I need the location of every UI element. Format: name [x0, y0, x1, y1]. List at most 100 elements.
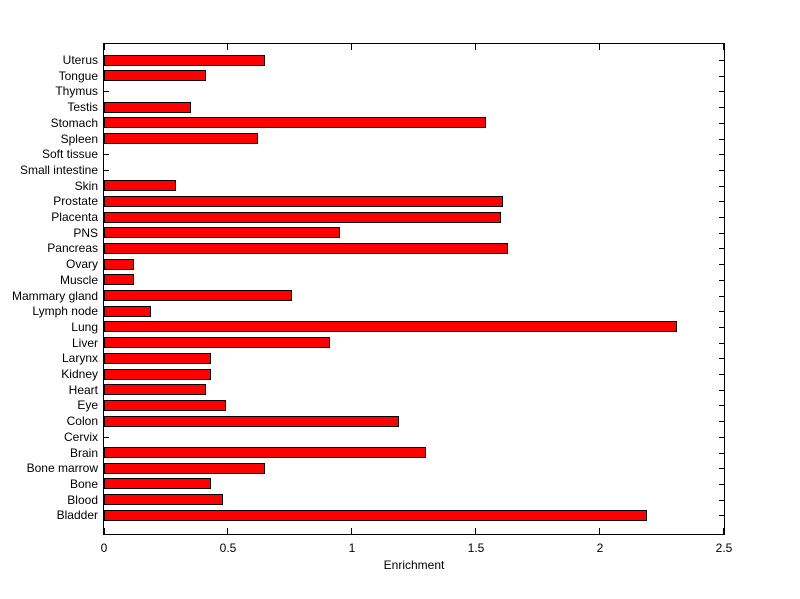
- y-tick-right: [719, 233, 724, 234]
- y-tick-label-pns: PNS: [73, 225, 98, 240]
- bar-prostate: [104, 195, 504, 207]
- y-tick-label-kidney: Kidney: [61, 367, 98, 381]
- x-tick-bottom: [227, 528, 228, 534]
- bar-testis: [104, 101, 191, 113]
- bar-blood: [104, 494, 224, 506]
- bar-tongue: [104, 70, 206, 82]
- y-tick-right: [719, 421, 724, 422]
- y-tick-right: [719, 468, 724, 469]
- bar-eye: [104, 399, 226, 411]
- y-tick-right: [719, 390, 724, 391]
- bar-lung: [104, 321, 677, 333]
- bar-kidney: [104, 368, 211, 380]
- y-tick-right: [719, 264, 724, 265]
- y-tick-right: [719, 453, 724, 454]
- bar-heart: [104, 384, 206, 396]
- y-tick-label-lung: Lung: [71, 319, 98, 334]
- bar-bone: [104, 478, 211, 490]
- y-tick-label-brain: Brain: [69, 445, 98, 460]
- y-tick-right: [719, 217, 724, 218]
- y-tick-right: [719, 170, 724, 171]
- y-tick-left: [104, 437, 109, 438]
- y-tick-right: [719, 327, 724, 328]
- x-tick-label-2.5: 2.5: [715, 541, 733, 555]
- bar-colon: [104, 415, 400, 427]
- bar-pns: [104, 227, 340, 239]
- y-tick-label-soft-tissue: Soft tissue: [41, 147, 98, 162]
- y-tick-right: [719, 91, 724, 92]
- x-tick-top: [104, 44, 105, 50]
- y-tick-label-pancreas: Pancreas: [47, 241, 98, 256]
- x-tick-label-0: 0: [100, 541, 108, 555]
- x-tick-top: [227, 44, 228, 50]
- bar-mammary-gland: [104, 290, 293, 301]
- bar-muscle: [104, 274, 134, 286]
- bar-brain: [104, 447, 427, 458]
- y-tick-label-prostate: Prostate: [53, 194, 98, 209]
- bar-stomach: [104, 117, 486, 129]
- y-tick-right: [719, 484, 724, 485]
- bar-lymph-node: [104, 305, 152, 317]
- x-tick-top: [351, 44, 352, 50]
- y-tick-right: [719, 107, 724, 108]
- x-tick-bottom: [351, 528, 352, 534]
- y-tick-right: [719, 248, 724, 249]
- bar-placenta: [104, 211, 501, 223]
- y-tick-label-heart: Heart: [68, 382, 98, 397]
- y-tick-label-spleen: Spleen: [60, 131, 98, 146]
- y-tick-label-larynx: Larynx: [61, 351, 98, 366]
- bar-pancreas: [104, 242, 509, 254]
- y-tick-label-muscle: Muscle: [59, 272, 98, 287]
- x-tick-bottom: [475, 528, 476, 534]
- y-tick-label-testis: Testis: [67, 100, 98, 115]
- y-tick-left: [104, 170, 109, 171]
- y-tick-right: [719, 280, 724, 281]
- bar-skin: [104, 180, 176, 192]
- y-tick-left: [104, 91, 109, 92]
- y-tick-right: [719, 296, 724, 297]
- y-tick-label-skin: Skin: [74, 178, 98, 193]
- y-tick-right: [719, 343, 724, 344]
- plot-area: [103, 43, 725, 535]
- y-tick-right: [719, 139, 724, 140]
- y-tick-right: [719, 358, 724, 359]
- y-tick-label-colon: Colon: [66, 414, 98, 429]
- y-tick-label-eye: Eye: [77, 398, 98, 413]
- y-tick-right: [719, 123, 724, 124]
- x-tick-top: [599, 44, 600, 50]
- y-tick-label-ovary: Ovary: [65, 257, 98, 272]
- y-tick-label-liver: Liver: [71, 335, 98, 350]
- x-tick-bottom: [599, 528, 600, 534]
- y-tick-label-tongue: Tongue: [58, 68, 98, 83]
- y-tick-label-mammary-gland: Mammary gland: [11, 288, 98, 303]
- y-tick-right: [719, 437, 724, 438]
- y-tick-right: [719, 186, 724, 187]
- y-tick-right: [719, 201, 724, 202]
- x-tick-bottom: [104, 528, 105, 534]
- y-tick-right: [719, 311, 724, 312]
- y-tick-label-bone-marrow: Bone marrow: [26, 461, 98, 476]
- y-tick-right: [719, 500, 724, 501]
- x-tick-label-1: 1: [348, 541, 356, 555]
- y-tick-label-stomach: Stomach: [50, 115, 98, 130]
- y-tick-right: [719, 60, 724, 61]
- bar-bladder: [104, 509, 648, 521]
- y-tick-right: [719, 154, 724, 155]
- x-tick-top: [475, 44, 476, 50]
- y-tick-label-cervix: Cervix: [63, 429, 98, 444]
- y-tick-left: [104, 154, 109, 155]
- y-tick-label-lymph-node: Lymph node: [32, 304, 98, 319]
- bar-uterus: [104, 54, 266, 66]
- bar-spleen: [104, 133, 258, 144]
- bar-bone-marrow: [104, 462, 266, 474]
- x-tick-bottom: [723, 528, 724, 534]
- y-tick-right: [719, 515, 724, 516]
- bar-ovary: [104, 258, 134, 270]
- bar-larynx: [104, 352, 211, 364]
- x-tick-label-2: 2: [596, 541, 604, 555]
- y-tick-label-small-intestine: Small intestine: [19, 162, 98, 177]
- x-tick-label-0.5: 0.5: [219, 541, 237, 555]
- y-tick-label-placenta: Placenta: [51, 210, 98, 224]
- y-tick-right: [719, 405, 724, 406]
